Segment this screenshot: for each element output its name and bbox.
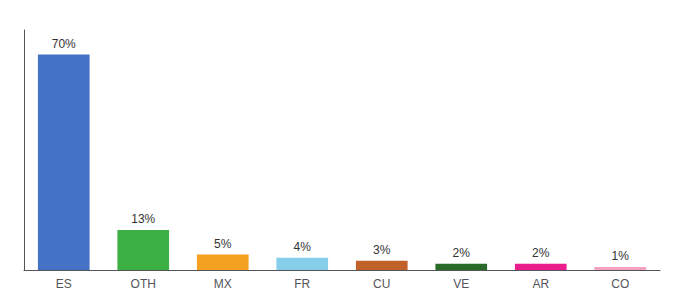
svg-text:13%: 13% xyxy=(131,212,155,226)
svg-text:CO: CO xyxy=(611,277,629,291)
svg-text:MX: MX xyxy=(214,277,232,291)
svg-text:4%: 4% xyxy=(294,240,312,254)
svg-text:2%: 2% xyxy=(532,246,550,260)
svg-text:FR: FR xyxy=(294,277,310,291)
svg-text:5%: 5% xyxy=(214,237,232,251)
svg-text:VE: VE xyxy=(453,277,469,291)
svg-text:1%: 1% xyxy=(612,249,630,263)
svg-text:ES: ES xyxy=(56,277,72,291)
svg-text:2%: 2% xyxy=(453,246,471,260)
svg-text:3%: 3% xyxy=(373,243,391,257)
svg-text:OTH: OTH xyxy=(131,277,156,291)
svg-text:AR: AR xyxy=(532,277,549,291)
svg-text:70%: 70% xyxy=(52,37,76,51)
svg-text:CU: CU xyxy=(373,277,390,291)
